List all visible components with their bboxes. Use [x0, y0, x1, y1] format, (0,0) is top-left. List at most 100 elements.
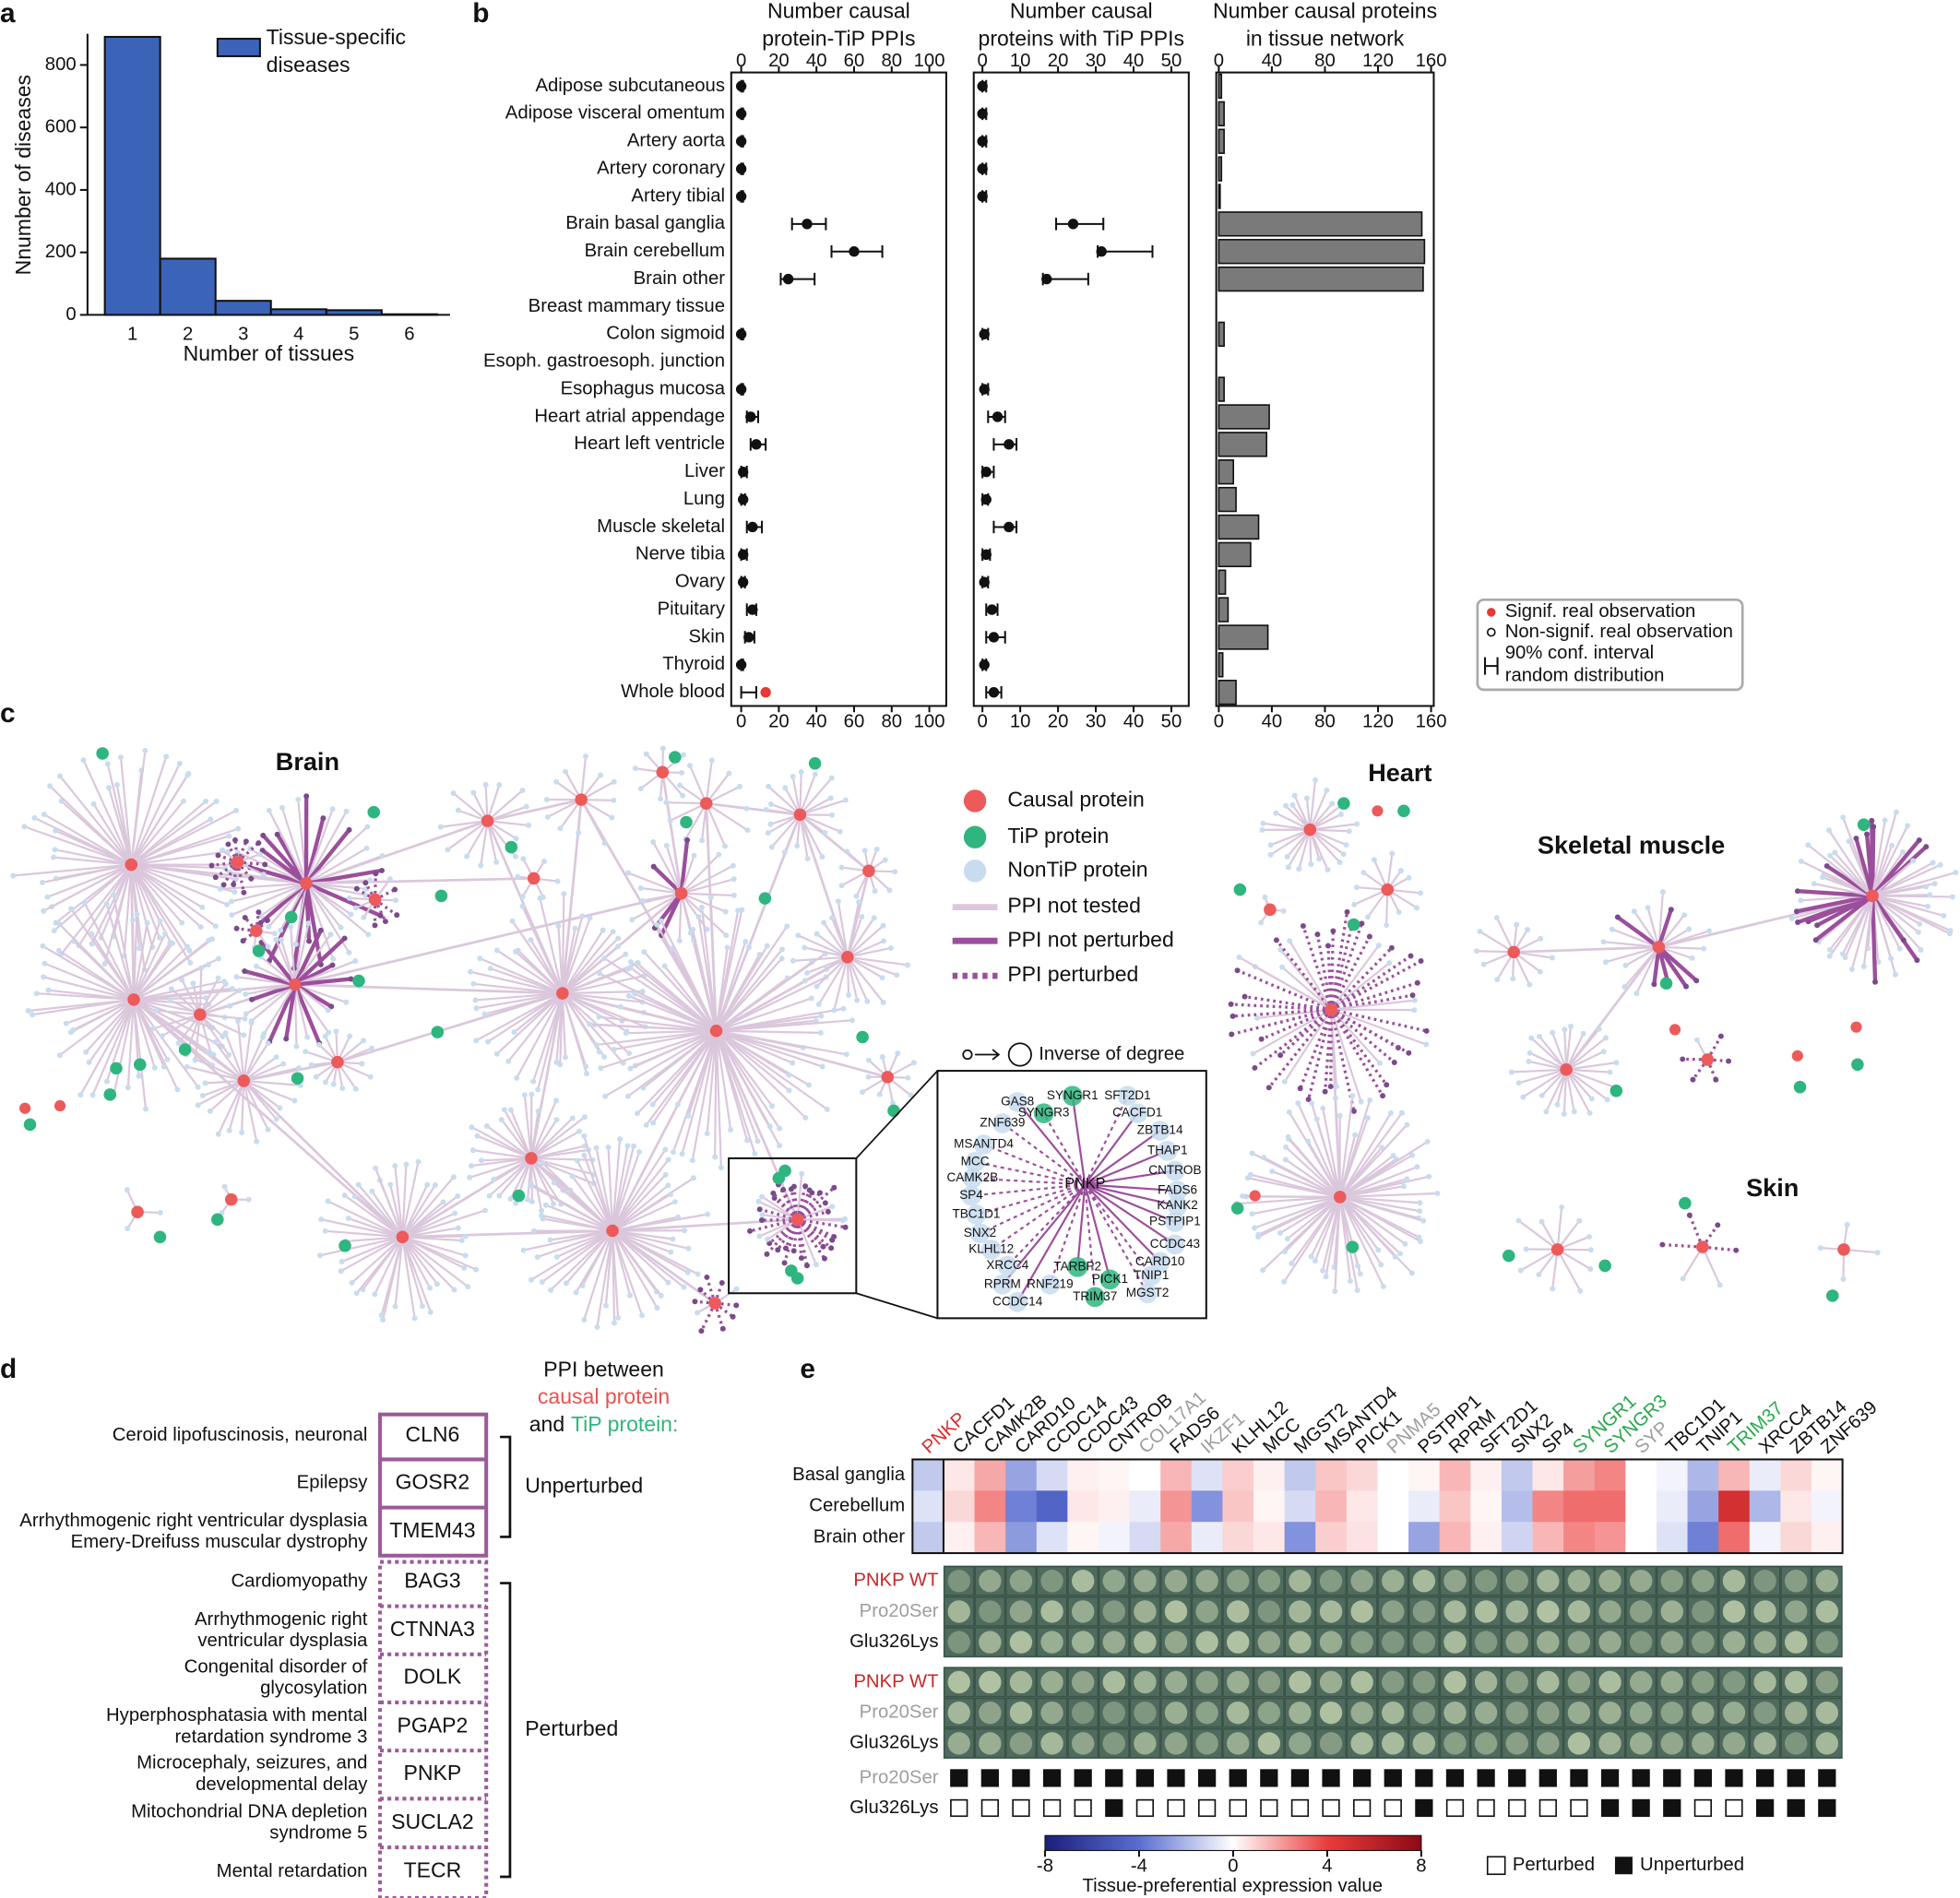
node: [125, 1226, 131, 1232]
node: [529, 1181, 534, 1188]
edge: [267, 810, 307, 884]
x-tick-label: 3: [238, 324, 248, 344]
edge: [267, 983, 297, 1043]
edge: [715, 1030, 771, 1128]
edge: [401, 1195, 458, 1239]
tip-node: [808, 757, 822, 770]
x-tick-label: 30: [1086, 711, 1107, 731]
node: [551, 1201, 557, 1207]
edge: [1871, 895, 1920, 925]
node: [576, 829, 582, 836]
perturbed-square: [1445, 1798, 1465, 1818]
edge: [1565, 1033, 1585, 1071]
node: [1588, 1096, 1595, 1102]
edge: [612, 1213, 708, 1232]
inset-nontip-node: [1167, 1180, 1188, 1201]
node: [905, 962, 910, 968]
node: [856, 899, 862, 906]
node: [553, 1254, 560, 1260]
node: [1351, 901, 1358, 907]
yeast-spot: [1164, 1570, 1188, 1593]
inset-label: SYNGR3: [1018, 1106, 1070, 1120]
node: [873, 846, 880, 852]
edge: [249, 865, 307, 885]
group-label: Perturbed: [525, 1716, 618, 1740]
inset-tip-node: [1062, 1085, 1083, 1107]
yeast-spot: [1164, 1600, 1188, 1623]
edge: [583, 1135, 614, 1231]
node: [1388, 944, 1395, 951]
edge: [1271, 1170, 1341, 1198]
edge: [480, 957, 564, 995]
node: [130, 917, 136, 923]
node: [248, 875, 255, 882]
edge: [130, 863, 228, 906]
plate-cell: [1594, 1565, 1626, 1596]
plate-cell: [943, 1565, 975, 1596]
node: [871, 915, 877, 921]
edge: [1309, 828, 1345, 856]
edge: [687, 1030, 718, 1117]
plate-cell: [1718, 1627, 1750, 1657]
edge: [243, 1079, 404, 1239]
plate-cell: [1780, 1697, 1812, 1728]
node: [403, 1161, 410, 1168]
edge: [1633, 910, 1660, 948]
node: [327, 931, 334, 938]
edge: [389, 1184, 404, 1238]
edge: [292, 983, 322, 1045]
plate-cell: [1098, 1728, 1130, 1759]
edge: [562, 992, 623, 1022]
causal-node: [575, 793, 588, 806]
plate-cell: [1594, 1728, 1626, 1759]
edge: [1322, 1108, 1341, 1198]
node: [1354, 1287, 1360, 1294]
unperturbed-square: [1012, 1769, 1030, 1787]
edge: [214, 860, 239, 879]
node: [1296, 866, 1302, 872]
inset-label: FADS6: [1158, 1183, 1197, 1197]
node: [1336, 1112, 1343, 1119]
node: [803, 1263, 810, 1269]
heatmap-cell: [974, 1522, 1006, 1554]
edge: [749, 1217, 799, 1233]
node: [451, 1287, 457, 1293]
node: [1287, 938, 1293, 944]
plate-cell: [1222, 1697, 1254, 1728]
edge: [1253, 1008, 1332, 1055]
edge: [1657, 914, 1686, 948]
edge: [1298, 829, 1312, 870]
plate-cell: [1718, 1596, 1750, 1627]
node: [1337, 812, 1344, 817]
x-tick-label: 6: [404, 324, 414, 344]
edge: [198, 1014, 231, 1056]
disease: retardation syndrome 3: [175, 1726, 368, 1747]
x-tick-label: 5: [349, 324, 359, 344]
node: [1927, 892, 1933, 898]
node: [1396, 908, 1402, 915]
node: [853, 893, 860, 899]
node: [649, 1101, 656, 1108]
y-tick-label: 800: [45, 54, 77, 75]
edge: [133, 999, 199, 1088]
yeast-spot: [1692, 1732, 1715, 1755]
node: [1297, 1085, 1303, 1092]
node: [372, 1291, 378, 1298]
category-label: Pituitary: [658, 599, 726, 619]
node: [1354, 821, 1360, 827]
unperturbed-square: [1600, 1769, 1620, 1787]
plate-cell: [1067, 1627, 1099, 1657]
edge: [401, 1184, 436, 1238]
node: [507, 1195, 514, 1202]
y-tick-label: 0: [65, 304, 76, 325]
causal-node: [1560, 1062, 1573, 1076]
bar: [159, 257, 217, 316]
node: [316, 1041, 323, 1048]
legend-unperturbed: [1614, 1856, 1633, 1875]
plate-cell: [1067, 1667, 1099, 1698]
node: [1308, 1253, 1314, 1260]
plate-cell: [1749, 1627, 1781, 1657]
inset-nontip-node: [1137, 1283, 1158, 1304]
node: [1596, 1026, 1602, 1032]
yeast-spot: [1629, 1631, 1653, 1654]
